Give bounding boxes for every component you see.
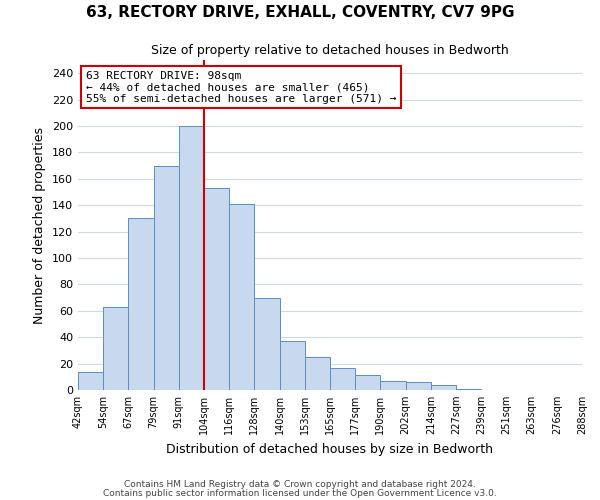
Title: Size of property relative to detached houses in Bedworth: Size of property relative to detached ho… bbox=[151, 44, 509, 58]
Bar bbox=[330, 368, 355, 390]
Text: Contains public sector information licensed under the Open Government Licence v3: Contains public sector information licen… bbox=[103, 488, 497, 498]
X-axis label: Distribution of detached houses by size in Bedworth: Distribution of detached houses by size … bbox=[167, 442, 493, 456]
Bar bbox=[406, 382, 431, 390]
Bar bbox=[355, 376, 380, 390]
Bar bbox=[179, 126, 204, 390]
Bar bbox=[78, 372, 103, 390]
Bar bbox=[305, 357, 330, 390]
Bar bbox=[254, 298, 280, 390]
Y-axis label: Number of detached properties: Number of detached properties bbox=[34, 126, 46, 324]
Bar bbox=[431, 384, 456, 390]
Bar bbox=[103, 307, 128, 390]
Text: Contains HM Land Registry data © Crown copyright and database right 2024.: Contains HM Land Registry data © Crown c… bbox=[124, 480, 476, 489]
Text: 63, RECTORY DRIVE, EXHALL, COVENTRY, CV7 9PG: 63, RECTORY DRIVE, EXHALL, COVENTRY, CV7… bbox=[86, 5, 514, 20]
Bar bbox=[280, 341, 305, 390]
Bar bbox=[456, 388, 481, 390]
Text: 63 RECTORY DRIVE: 98sqm
← 44% of detached houses are smaller (465)
55% of semi-d: 63 RECTORY DRIVE: 98sqm ← 44% of detache… bbox=[86, 70, 396, 104]
Bar bbox=[128, 218, 154, 390]
Bar bbox=[154, 166, 179, 390]
Bar bbox=[229, 204, 254, 390]
Bar bbox=[204, 188, 229, 390]
Bar bbox=[380, 381, 406, 390]
